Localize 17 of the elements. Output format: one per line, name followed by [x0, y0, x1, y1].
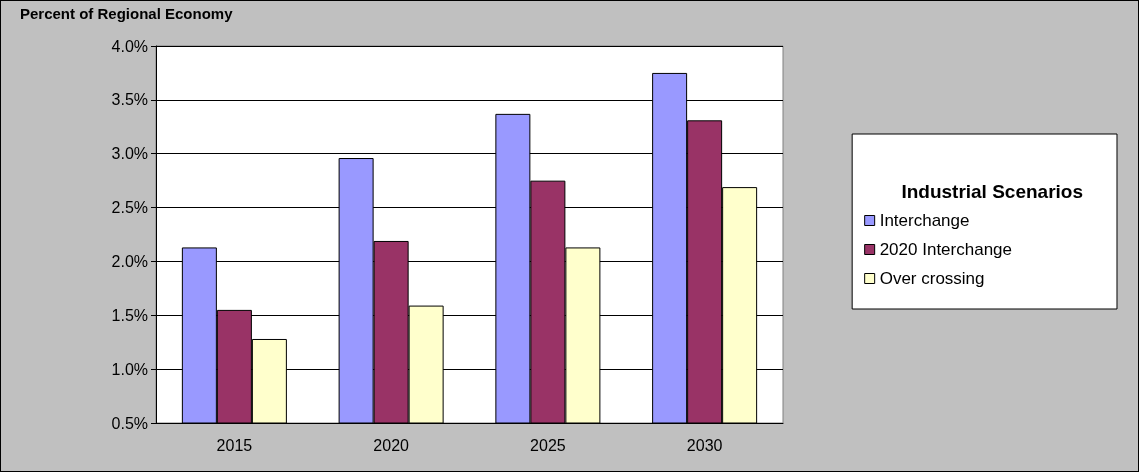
y-tick-label: 3.0%	[111, 145, 148, 163]
legend-label: 2020 Interchange	[879, 240, 1013, 259]
y-tick-label: 2.5%	[111, 199, 148, 217]
x-tick-label: 2020	[373, 436, 410, 454]
y-axis-title: Percent of Regional Economy	[20, 5, 234, 22]
x-tick-label: 2025	[530, 436, 566, 454]
legend-title: Industrial Scenarios	[901, 181, 1084, 202]
y-tick-label: 2.0%	[111, 252, 148, 270]
x-tick-label: 2015	[216, 436, 253, 454]
y-tick-label: 1.5%	[111, 306, 148, 324]
x-tick-label: 2030	[686, 436, 723, 454]
legend-label: Interchange	[879, 211, 970, 230]
y-tick-label: 0.5%	[111, 414, 148, 432]
y-tick-label: 1.0%	[111, 360, 148, 378]
y-tick-label: 4.0%	[111, 37, 148, 55]
legend-label: Over crossing	[879, 269, 985, 288]
y-tick-label: 3.5%	[111, 91, 148, 109]
